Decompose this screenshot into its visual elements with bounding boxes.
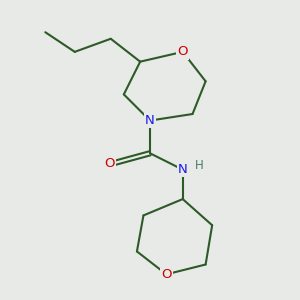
Text: N: N <box>178 163 188 176</box>
Text: H: H <box>195 159 204 172</box>
Text: O: O <box>104 157 114 169</box>
Text: O: O <box>178 45 188 58</box>
Text: N: N <box>145 114 155 127</box>
Text: O: O <box>161 268 172 281</box>
